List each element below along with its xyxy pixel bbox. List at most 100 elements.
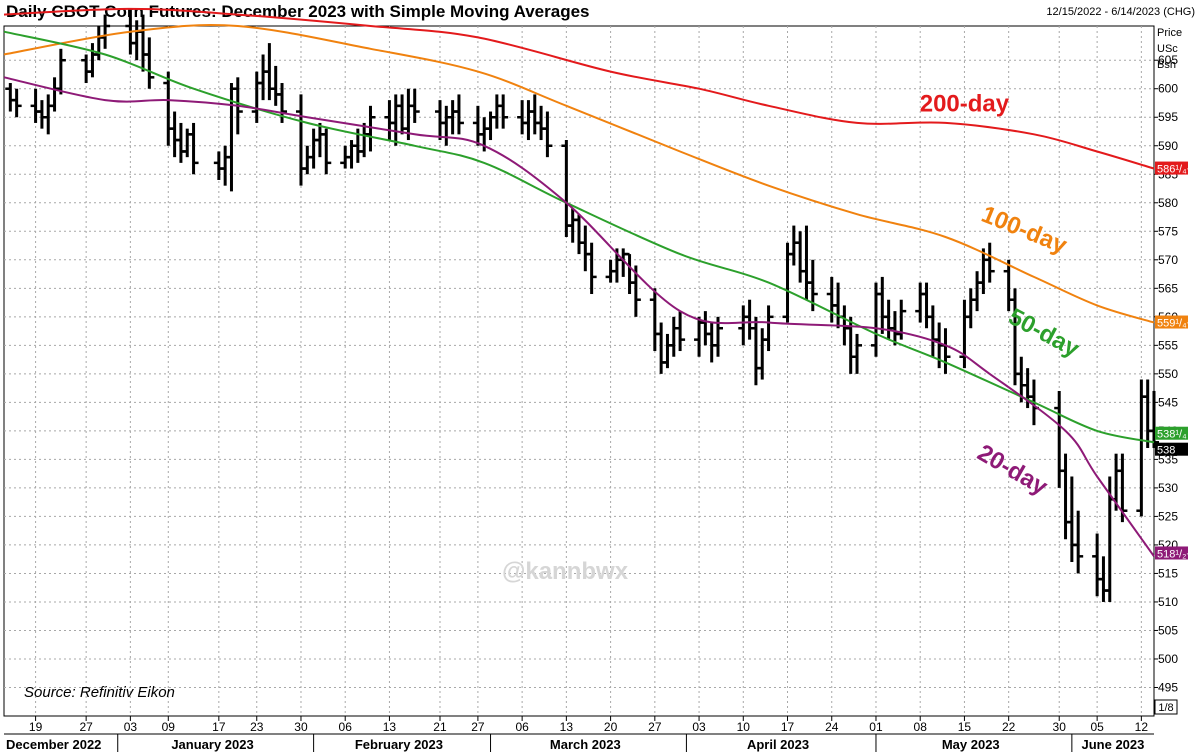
price-tag-box: [1155, 426, 1188, 440]
y-tick-label: 510: [1158, 595, 1178, 609]
ohlc-bar: [1073, 510, 1084, 574]
source-note: Source: Refinitiv Eikon: [24, 684, 175, 701]
y-tick-label: 515: [1158, 566, 1178, 580]
x-tick-label: 19: [29, 720, 43, 734]
x-tick-label: 10: [737, 720, 751, 734]
ohlc-bar: [295, 94, 306, 186]
ohlc-bar: [624, 252, 635, 295]
ohlc-bar: [757, 328, 768, 380]
ohlc-bar: [656, 322, 667, 374]
y-tick-label: 600: [1158, 82, 1178, 96]
ohlc-bar: [434, 100, 445, 141]
ma-line-20-day: [3, 76, 1155, 557]
watermark: @kannbwx: [502, 558, 629, 585]
x-tick-label: 06: [339, 720, 353, 734]
ohlc-bar: [491, 94, 502, 129]
ohlc-bar: [138, 14, 149, 72]
ohlc-bar: [1054, 390, 1065, 488]
x-tick-label: 22: [1002, 720, 1016, 734]
ohlc-bar: [915, 282, 926, 323]
ohlc-bar: [81, 54, 92, 84]
ohlc-bar: [649, 288, 660, 352]
ohlc-bar: [251, 71, 262, 123]
x-tick-label: 13: [560, 720, 574, 734]
ohlc-bar: [921, 282, 932, 329]
chart-title: Daily CBOT Corn Futures: December 2023 w…: [6, 2, 590, 21]
ohlc-bar: [1066, 476, 1077, 563]
price-tag: 538: [1155, 442, 1188, 457]
x-tick-label: 20: [604, 720, 618, 734]
ohlc-bar: [972, 271, 983, 312]
ohlc-bar: [308, 128, 319, 169]
y-tick-label: 580: [1158, 196, 1178, 210]
ohlc-bar: [346, 140, 357, 169]
corner-label: 1/8: [1158, 702, 1173, 714]
month-label: April 2023: [747, 737, 809, 752]
ohlc-bar: [675, 311, 686, 352]
ohlc-bar: [744, 299, 755, 340]
ohlc-bar: [700, 311, 711, 346]
y-axis: 4955005055105155205255305355405455505555…: [1154, 53, 1178, 694]
ohlc-bar: [188, 122, 199, 175]
x-tick-label: 24: [825, 720, 839, 734]
ohlc-bar: [1098, 556, 1109, 602]
ohlc-bar: [523, 100, 534, 141]
ohlc-bar: [163, 71, 174, 146]
price-tag: 559¹/₄+: [1155, 315, 1193, 330]
ohlc-bar: [567, 208, 578, 243]
y-tick-label: 565: [1158, 281, 1178, 295]
x-tick-label: 09: [162, 720, 176, 734]
price-tag: 518¹/₂+: [1155, 546, 1193, 560]
ohlc-bar: [574, 214, 584, 255]
ohlc-bar: [11, 88, 22, 118]
ohlc-bar: [384, 100, 395, 141]
ohlc-bar: [5, 83, 16, 112]
ohlc-bar: [1136, 379, 1147, 517]
ohlc-bar: [706, 322, 717, 363]
ohlc-bar: [1142, 379, 1153, 448]
x-tick-label: 27: [471, 720, 485, 734]
price-tag-box: [1155, 546, 1188, 560]
month-label: February 2023: [355, 737, 443, 752]
ohlc-bar: [213, 151, 224, 180]
ohlc-bar: [877, 276, 888, 334]
ohlc-bar: [833, 282, 844, 329]
y-tick-label: 550: [1158, 367, 1178, 381]
x-tick-label: 13: [383, 720, 397, 734]
date-range: 12/15/2022 - 6/14/2023 (CHG): [1046, 6, 1195, 18]
ohlc-bar: [264, 43, 275, 101]
price-tags: 586¹/₄+ 559¹/₄+ 538¹/₄ 538 518¹/₂+: [1155, 161, 1193, 560]
x-tick-label: 21: [433, 720, 447, 734]
corner-box: [1154, 699, 1178, 715]
ohlc-bar: [258, 54, 269, 101]
ohlc-bar: [441, 105, 452, 146]
ohlc-bar: [447, 100, 458, 135]
price-tag: 586¹/₄+: [1155, 161, 1193, 176]
plot-area-frame: [3, 25, 1155, 717]
ohlc-bar: [49, 77, 60, 112]
ohlc-bar: [750, 316, 761, 386]
ohlc-bar: [321, 128, 332, 175]
price-tag-text: 586¹/₄+: [1157, 164, 1193, 176]
y-tick-label: 525: [1158, 509, 1178, 523]
x-tick-label: 17: [781, 720, 795, 734]
price-tag-text: 538: [1157, 445, 1175, 457]
x-tick-label: 03: [692, 720, 706, 734]
ohlc-bar: [795, 231, 806, 283]
ma-line-50-day: [3, 30, 1155, 444]
x-tick-label: 15: [958, 720, 972, 734]
x-tick-label: 30: [1053, 720, 1067, 734]
ohlc-bar: [144, 37, 155, 89]
ohlc-bar: [270, 65, 281, 106]
ohlc-bar: [409, 88, 420, 123]
y-tick-label: 495: [1158, 680, 1178, 694]
price-tag-box: [1155, 442, 1188, 456]
grid-lines: [4, 26, 1154, 716]
y-axis-label-bsh: Bsh: [1157, 59, 1176, 71]
ohlc-bar: [668, 316, 679, 357]
ohlc-bar: [390, 94, 401, 146]
ohlc-bar: [175, 122, 186, 163]
ohlc-bar: [580, 225, 591, 272]
ohlc-bar: [302, 145, 313, 175]
